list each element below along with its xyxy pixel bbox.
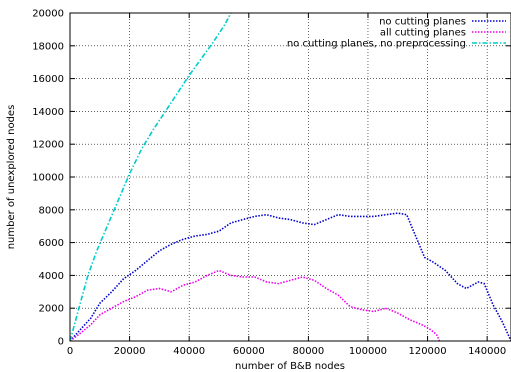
series-lines (69, 12, 511, 342)
x-tick-label: 100000 (349, 346, 387, 357)
legend-label: no cutting planes, no preprocessing (287, 39, 466, 50)
x-tick-label: 20000 (114, 346, 146, 357)
y-tick-label: 2000 (39, 304, 64, 315)
x-tick-label: 80000 (292, 346, 324, 357)
legend-label: no cutting planes (379, 17, 466, 28)
y-tick-label: 18000 (32, 41, 64, 52)
y-tick-label: 8000 (39, 205, 64, 216)
series-line-1 (69, 212, 511, 342)
y-axis-label: number of unexplored nodes (6, 105, 17, 250)
x-tick-label: 0 (67, 346, 73, 357)
x-tick-label: 60000 (233, 346, 265, 357)
y-tick-label: 16000 (32, 74, 64, 85)
grid-lines (70, 13, 511, 341)
y-tick-label: 10000 (32, 173, 64, 184)
axis-ticks: 0 20000 40000 60000 80000 100000 120000 140000 0… (32, 9, 511, 357)
x-tick-label: 40000 (173, 346, 205, 357)
series-line-2 (69, 269, 441, 342)
y-tick-label: 14000 (32, 107, 64, 118)
x-axis-label: number of B&B nodes (235, 361, 345, 372)
y-tick-label: 20000 (32, 9, 64, 20)
y-tick-label: 6000 (39, 238, 64, 249)
x-tick-label: 140000 (468, 346, 506, 357)
y-tick-label: 4000 (39, 271, 64, 282)
legend-label: all cutting planes (380, 28, 466, 39)
y-tick-label: 12000 (32, 140, 64, 151)
series-line-3 (69, 12, 232, 342)
x-tick-label: 120000 (408, 346, 446, 357)
y-tick-label: 0 (58, 337, 64, 348)
